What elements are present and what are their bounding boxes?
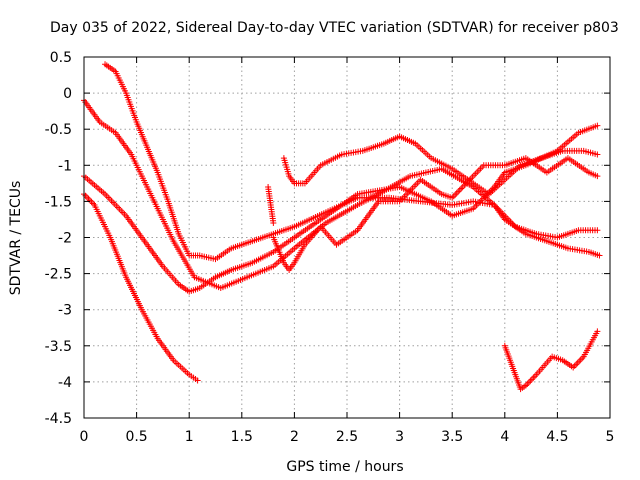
series-track-1	[81, 191, 201, 384]
data-point	[455, 188, 462, 195]
marks-layer	[81, 61, 603, 393]
data-point	[458, 185, 465, 192]
data-point	[527, 377, 534, 384]
data-point	[87, 197, 94, 204]
y-tick-label: -3.5	[45, 339, 72, 355]
data-point	[577, 356, 584, 363]
data-point	[194, 377, 201, 384]
data-point	[270, 220, 277, 227]
y-tick-label: -4	[58, 375, 72, 391]
x-tick-label: 0	[80, 429, 89, 445]
series-track-4	[102, 61, 601, 263]
plot-frame	[83, 56, 611, 419]
data-point	[525, 379, 532, 386]
data-point	[594, 173, 601, 180]
y-tick-label: -2	[58, 231, 72, 247]
data-point	[452, 191, 459, 198]
data-point	[594, 151, 601, 158]
x-tick-label: 5	[606, 429, 615, 445]
data-point	[571, 362, 578, 369]
grid-layer	[84, 57, 610, 418]
data-point	[574, 359, 581, 366]
data-point	[88, 198, 95, 205]
data-point	[450, 193, 457, 200]
series-track-6	[280, 133, 601, 198]
y-tick-label: -1.5	[45, 194, 72, 210]
data-point	[531, 373, 538, 380]
series-track-2	[81, 122, 601, 295]
data-point	[576, 358, 583, 365]
x-tick-label: 4	[500, 429, 509, 445]
x-tick-label: 2.5	[336, 429, 358, 445]
y-tick-label: -3	[58, 303, 72, 319]
y-tick-label: -2.5	[45, 267, 72, 283]
x-tick-label: 1.5	[231, 429, 253, 445]
y-tick-label: -0.5	[45, 122, 72, 138]
x-tick-label: 1	[185, 429, 194, 445]
y-tick-label: 0	[63, 86, 72, 102]
data-point	[530, 374, 537, 381]
y-axis-label: SDTVAR / TECUs	[8, 181, 24, 296]
data-point	[596, 252, 603, 259]
x-tick-label: 2	[290, 429, 299, 445]
data-point	[453, 190, 460, 197]
y-tick-label: -4.5	[45, 411, 72, 427]
series-track-8	[501, 328, 601, 393]
data-point	[594, 122, 601, 129]
data-point	[456, 187, 463, 194]
series-track-5	[265, 183, 277, 227]
chart-title: Day 035 of 2022, Sidereal Day-to-day VTE…	[50, 20, 619, 36]
x-tick-label: 4.5	[546, 429, 568, 445]
data-point	[594, 328, 601, 335]
axes-layer: 0 0.5 1 1.5 2 2.5 3 3.5 4 4.5 5 0.5 0 -0.5 -1 -1.5 -2 -2.…	[45, 50, 615, 445]
series-track-7	[270, 155, 601, 273]
x-tick-label: 3	[395, 429, 404, 445]
data-point	[82, 192, 89, 199]
x-axis-label: GPS time / hours	[286, 459, 403, 475]
x-tick-label: 0.5	[125, 429, 147, 445]
y-tick-label: -1	[58, 158, 72, 174]
data-point	[84, 194, 91, 201]
y-tick-label: 0.5	[50, 50, 72, 66]
data-point	[579, 355, 586, 362]
x-tick-label: 3.5	[441, 429, 463, 445]
data-point	[594, 227, 601, 234]
